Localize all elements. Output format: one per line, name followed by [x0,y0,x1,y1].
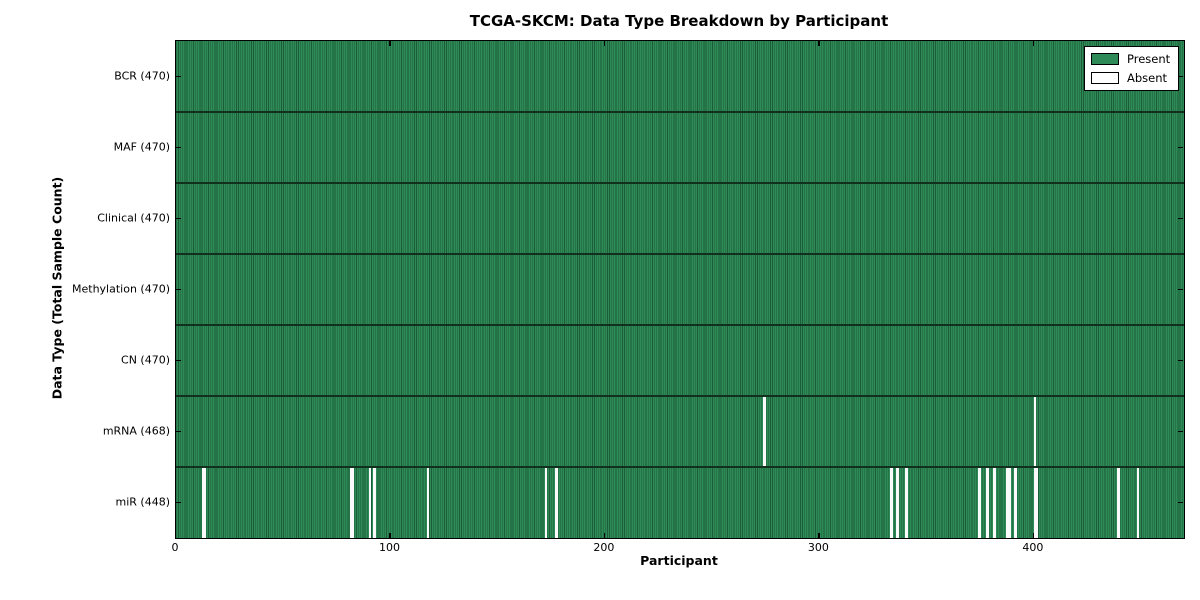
legend-item-absent: Absent [1091,71,1170,85]
absent-stripe [986,467,990,538]
tick-mark [389,533,391,538]
tick-mark [176,359,181,361]
absent-stripe [977,467,981,538]
absent-stripe [544,467,548,538]
row-label: MAF (470) [113,140,170,153]
plot-area [175,40,1185,539]
absent-stripe [1035,467,1039,538]
absent-stripe [1136,467,1140,538]
absent-stripe [1117,467,1120,538]
tick-mark [176,430,181,432]
tick-mark [603,41,606,46]
tick-mark [1178,288,1183,290]
row-divider [176,395,1184,397]
absent-swatch-icon [1091,72,1119,84]
x-tick-label: 200 [593,541,615,554]
row-divider [176,466,1184,468]
row-label: CN (470) [121,353,170,366]
legend-item-present: Present [1091,52,1170,66]
tick-mark [1178,430,1183,432]
row-label: mRNA (468) [102,424,170,437]
legend: Present Absent [1084,46,1180,91]
tick-mark [818,533,820,538]
absent-stripe [1033,396,1037,467]
present-swatch-icon [1091,53,1119,65]
chart-title: TCGA-SKCM: Data Type Breakdown by Partic… [469,12,889,30]
x-tick-label: 300 [807,541,829,554]
absent-stripe [373,467,376,538]
tick-mark [175,533,177,538]
tick-mark [176,217,181,219]
absent-stripe [763,396,767,467]
y-axis-label: Data Type (Total Sample Count) [49,176,65,400]
absent-stripe [1005,467,1009,538]
row-label: BCR (470) [114,69,170,82]
absent-stripe [426,467,430,538]
row-divider [176,253,1184,255]
absent-stripe [1014,467,1017,538]
row-label: miR (448) [115,495,171,508]
tick-mark [1178,217,1183,219]
absent-stripe [203,467,207,538]
x-axis-label: Participant [640,553,718,568]
legend-label-absent: Absent [1127,71,1168,85]
row-divider [176,182,1184,184]
tick-mark [176,146,181,148]
absent-stripe [992,467,996,538]
row-divider [176,324,1184,326]
row-label: Methylation (470) [72,282,170,295]
tick-mark [176,75,181,77]
x-tick-label: 400 [1022,541,1044,554]
legend-label-present: Present [1127,52,1171,66]
tick-mark [1178,75,1183,77]
row-label: Clinical (470) [97,211,170,224]
absent-stripe [1033,467,1037,538]
absent-stripe [896,467,900,538]
tick-mark [175,41,177,46]
tick-mark [1178,501,1183,503]
tick-mark [176,288,181,290]
row-divider [176,111,1184,113]
absent-stripe [904,467,908,538]
x-tick-label: 0 [171,541,179,554]
absent-stripe [368,467,372,538]
tick-mark [818,41,820,46]
absent-stripe [1007,467,1011,538]
tick-mark [1178,359,1183,361]
tick-mark [176,501,181,503]
tick-mark [1178,146,1183,148]
absent-stripe [349,467,353,538]
absent-stripe [351,467,355,538]
absent-stripe [555,467,559,538]
tick-mark [389,41,391,46]
tick-mark [1032,41,1035,46]
tick-mark [603,533,606,538]
x-tick-label: 100 [378,541,400,554]
absent-stripe [889,467,893,538]
tick-mark [1032,533,1035,538]
absent-stripe [201,467,205,538]
